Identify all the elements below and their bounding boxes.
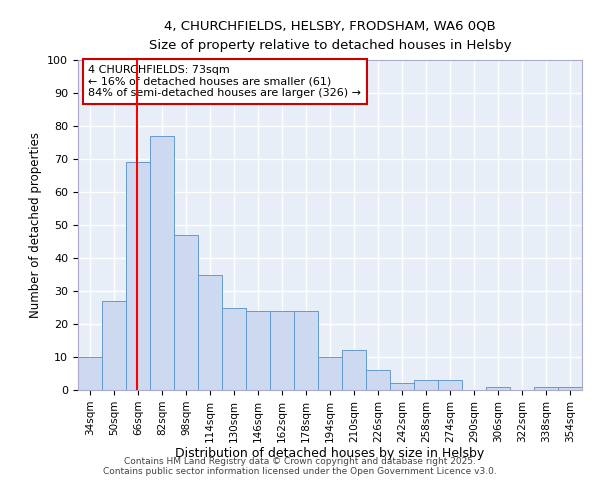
Bar (534, 386, 558, 390)
Bar (126, 162, 150, 390)
Bar (414, 380, 438, 390)
Text: 4 CHURCHFIELDS: 73sqm
← 16% of detached houses are smaller (61)
84% of semi-deta: 4 CHURCHFIELDS: 73sqm ← 16% of detached … (88, 65, 361, 98)
Text: Contains public sector information licensed under the Open Government Licence v3: Contains public sector information licen… (103, 468, 497, 476)
X-axis label: Distribution of detached houses by size in Helsby: Distribution of detached houses by size … (175, 448, 485, 460)
Bar (222, 308, 246, 390)
Bar (558, 386, 582, 390)
Bar (198, 274, 222, 390)
Bar (102, 301, 126, 390)
Bar (246, 311, 270, 390)
Bar (366, 370, 390, 390)
Bar (486, 386, 510, 390)
Y-axis label: Number of detached properties: Number of detached properties (29, 132, 42, 318)
Title: 4, CHURCHFIELDS, HELSBY, FRODSHAM, WA6 0QB
Size of property relative to detached: 4, CHURCHFIELDS, HELSBY, FRODSHAM, WA6 0… (149, 20, 511, 52)
Bar (150, 136, 174, 390)
Bar (294, 311, 318, 390)
Bar (174, 235, 198, 390)
Bar (270, 311, 294, 390)
Bar (438, 380, 462, 390)
Bar (390, 384, 414, 390)
Bar (78, 357, 102, 390)
Bar (318, 357, 342, 390)
Text: Contains HM Land Registry data © Crown copyright and database right 2025.: Contains HM Land Registry data © Crown c… (124, 458, 476, 466)
Bar (342, 350, 366, 390)
